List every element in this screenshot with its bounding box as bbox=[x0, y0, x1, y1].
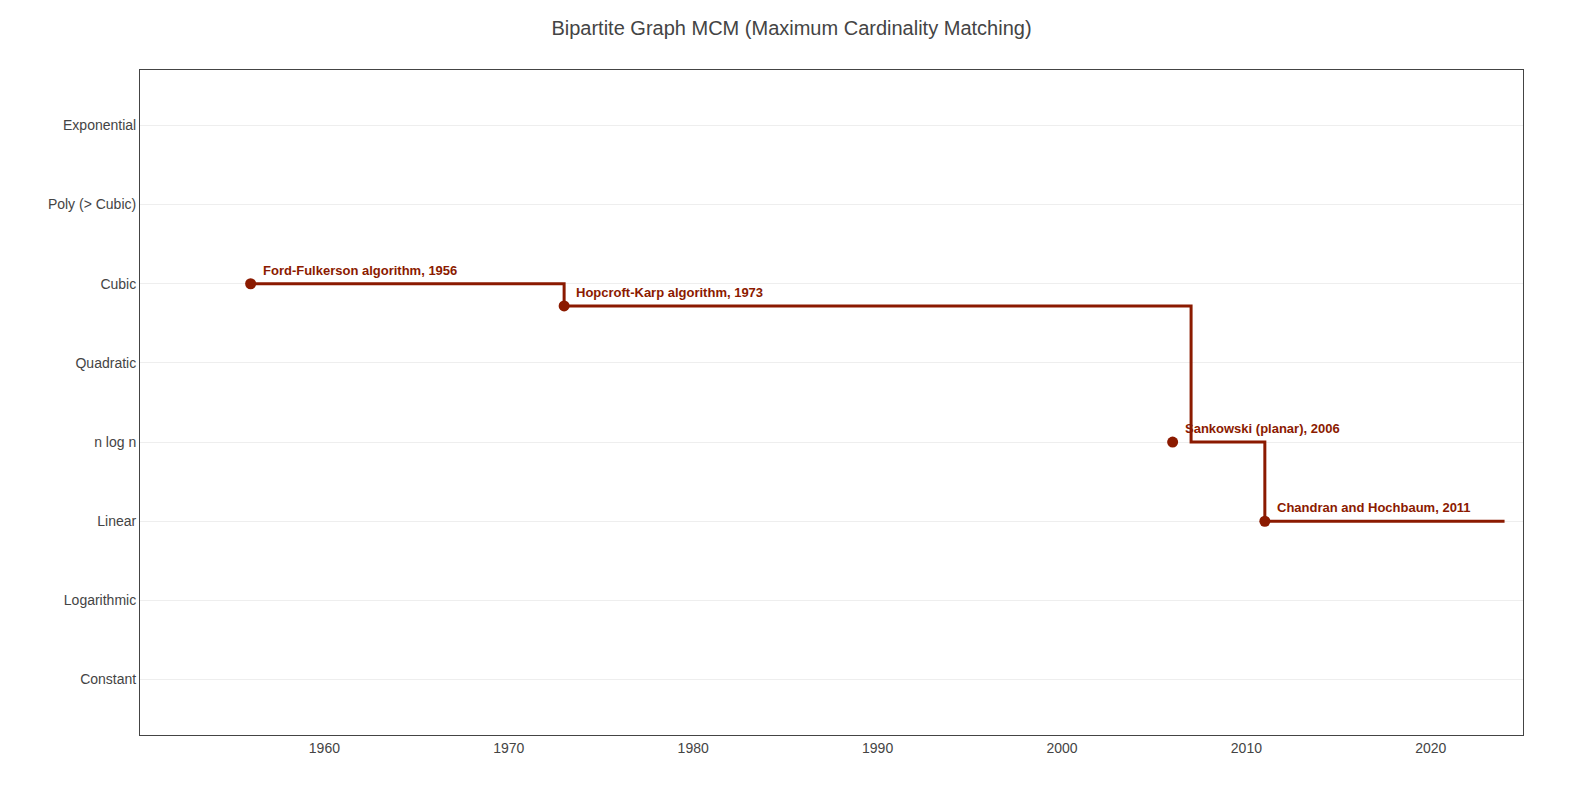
svg-text:Exponential: Exponential bbox=[63, 117, 136, 133]
svg-text:1970: 1970 bbox=[493, 740, 524, 756]
svg-text:Hopcroft-Karp algorithm, 1973: Hopcroft-Karp algorithm, 1973 bbox=[576, 285, 763, 300]
svg-text:Bipartite Graph MCM (Maximum C: Bipartite Graph MCM (Maximum Cardinality… bbox=[551, 17, 1031, 39]
svg-text:Sankowski (planar), 2006: Sankowski (planar), 2006 bbox=[1185, 421, 1340, 436]
svg-text:1980: 1980 bbox=[678, 740, 709, 756]
svg-text:1960: 1960 bbox=[309, 740, 340, 756]
svg-text:Poly (> Cubic): Poly (> Cubic) bbox=[48, 196, 136, 212]
svg-text:Chandran and Hochbaum, 2011: Chandran and Hochbaum, 2011 bbox=[1277, 500, 1471, 515]
svg-text:2020: 2020 bbox=[1415, 740, 1446, 756]
svg-text:Cubic: Cubic bbox=[100, 276, 136, 292]
svg-text:2000: 2000 bbox=[1046, 740, 1077, 756]
svg-text:Logarithmic: Logarithmic bbox=[64, 592, 136, 608]
svg-text:1990: 1990 bbox=[862, 740, 893, 756]
svg-text:2010: 2010 bbox=[1231, 740, 1262, 756]
svg-text:Quadratic: Quadratic bbox=[75, 355, 136, 371]
svg-text:Ford-Fulkerson algorithm, 1956: Ford-Fulkerson algorithm, 1956 bbox=[263, 263, 457, 278]
svg-text:Linear: Linear bbox=[97, 513, 136, 529]
svg-text:n log n: n log n bbox=[94, 434, 136, 450]
svg-text:Constant: Constant bbox=[80, 671, 136, 687]
